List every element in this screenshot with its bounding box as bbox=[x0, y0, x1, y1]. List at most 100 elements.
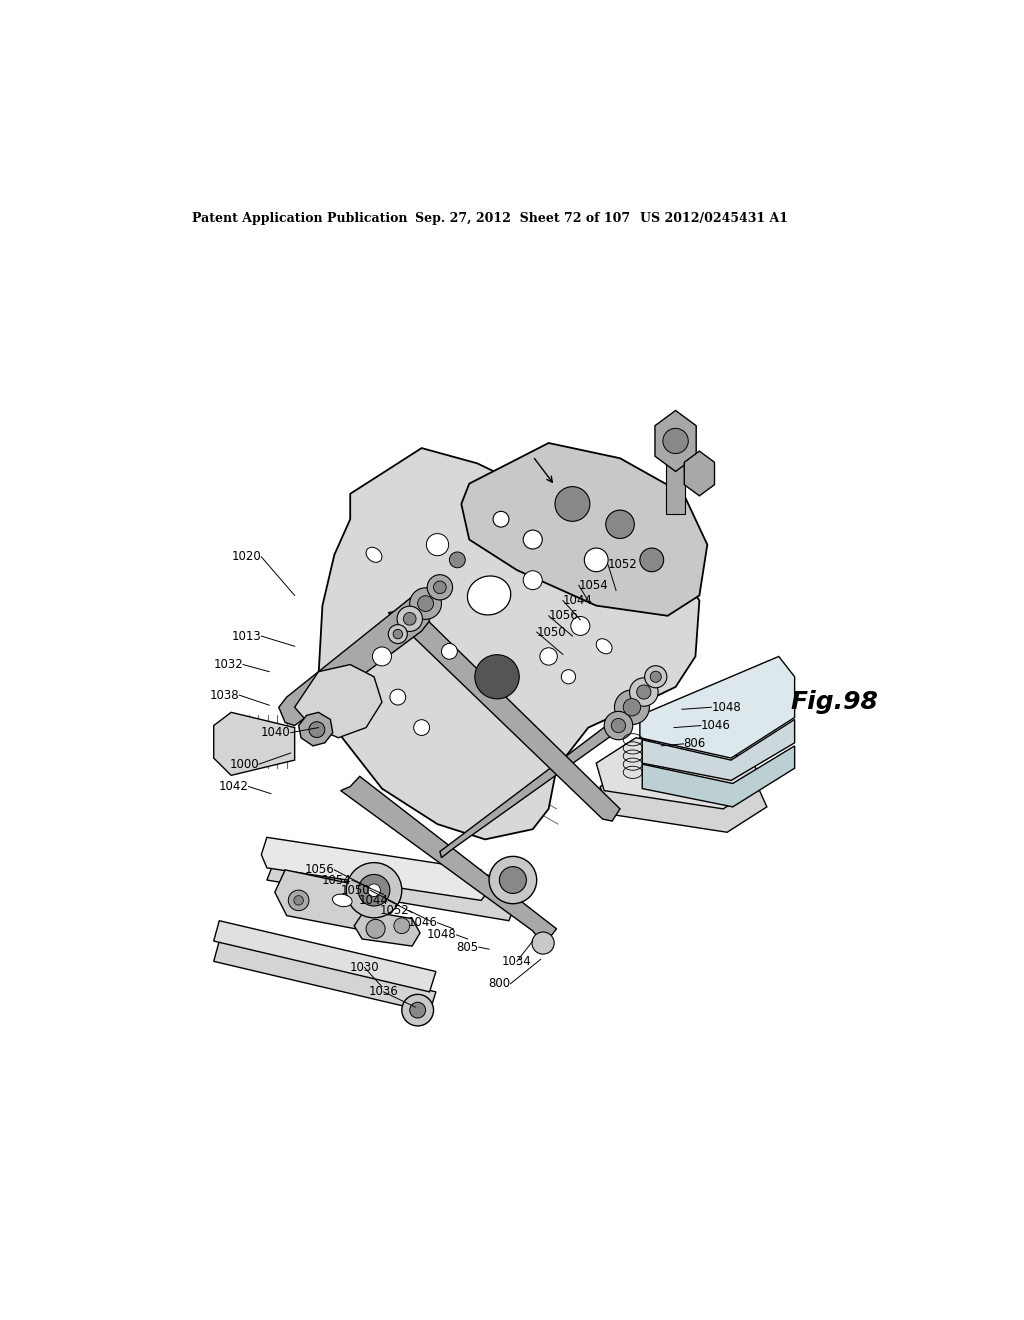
Polygon shape bbox=[318, 447, 699, 840]
Text: 806: 806 bbox=[684, 738, 706, 750]
Circle shape bbox=[410, 587, 441, 619]
Circle shape bbox=[309, 722, 325, 738]
Text: 800: 800 bbox=[488, 977, 511, 990]
Text: 1044: 1044 bbox=[563, 594, 593, 607]
Text: Patent Application Publication: Patent Application Publication bbox=[191, 213, 408, 224]
Ellipse shape bbox=[333, 894, 352, 907]
Circle shape bbox=[368, 884, 380, 896]
Text: 1052: 1052 bbox=[608, 558, 638, 572]
Polygon shape bbox=[267, 840, 517, 900]
Circle shape bbox=[418, 595, 433, 611]
Circle shape bbox=[561, 669, 575, 684]
Circle shape bbox=[373, 647, 391, 665]
Circle shape bbox=[611, 718, 626, 733]
Text: 1054: 1054 bbox=[322, 874, 352, 887]
Circle shape bbox=[640, 548, 664, 572]
Circle shape bbox=[555, 487, 590, 521]
Text: 1020: 1020 bbox=[231, 550, 261, 564]
Text: 1048: 1048 bbox=[712, 701, 741, 714]
Circle shape bbox=[427, 574, 453, 599]
Text: 1046: 1046 bbox=[408, 916, 437, 929]
Circle shape bbox=[388, 624, 408, 644]
Polygon shape bbox=[642, 746, 795, 807]
Polygon shape bbox=[640, 656, 795, 758]
Circle shape bbox=[401, 994, 433, 1026]
Circle shape bbox=[433, 581, 446, 594]
Polygon shape bbox=[214, 713, 295, 775]
Text: 1030: 1030 bbox=[349, 961, 379, 974]
Circle shape bbox=[624, 698, 641, 715]
Ellipse shape bbox=[366, 548, 382, 562]
Circle shape bbox=[489, 857, 537, 904]
Circle shape bbox=[585, 548, 608, 572]
Text: 1050: 1050 bbox=[340, 883, 370, 896]
Ellipse shape bbox=[467, 576, 511, 615]
Text: 1038: 1038 bbox=[210, 689, 240, 701]
Circle shape bbox=[414, 719, 430, 735]
Circle shape bbox=[604, 711, 633, 739]
Polygon shape bbox=[261, 837, 485, 900]
Polygon shape bbox=[440, 708, 640, 858]
Circle shape bbox=[630, 677, 658, 706]
Text: 1034: 1034 bbox=[502, 954, 531, 968]
Text: 805: 805 bbox=[457, 941, 479, 953]
Polygon shape bbox=[461, 444, 708, 615]
Polygon shape bbox=[642, 719, 795, 780]
Polygon shape bbox=[214, 921, 436, 991]
Circle shape bbox=[289, 890, 309, 911]
Circle shape bbox=[404, 606, 423, 626]
Text: 1052: 1052 bbox=[379, 904, 409, 917]
Circle shape bbox=[346, 862, 401, 917]
Text: 1050: 1050 bbox=[537, 626, 566, 639]
Text: 1046: 1046 bbox=[701, 719, 731, 733]
Circle shape bbox=[403, 612, 416, 626]
Circle shape bbox=[570, 616, 590, 635]
Text: 1013: 1013 bbox=[231, 630, 261, 643]
Circle shape bbox=[645, 665, 667, 688]
Circle shape bbox=[606, 510, 634, 539]
Circle shape bbox=[663, 429, 688, 454]
Text: 1044: 1044 bbox=[358, 894, 388, 907]
Circle shape bbox=[393, 630, 402, 639]
Circle shape bbox=[441, 643, 458, 659]
Circle shape bbox=[523, 570, 543, 590]
Circle shape bbox=[397, 606, 423, 631]
Text: 1048: 1048 bbox=[427, 928, 457, 941]
Circle shape bbox=[614, 690, 649, 725]
Text: 1056: 1056 bbox=[549, 610, 579, 622]
Circle shape bbox=[523, 531, 543, 549]
Text: 1032: 1032 bbox=[213, 659, 243, 671]
Ellipse shape bbox=[596, 639, 612, 653]
Text: Fig.98: Fig.98 bbox=[791, 690, 879, 714]
Circle shape bbox=[540, 648, 557, 665]
Polygon shape bbox=[214, 941, 436, 1012]
Polygon shape bbox=[354, 911, 420, 946]
Circle shape bbox=[294, 896, 303, 906]
Circle shape bbox=[531, 932, 554, 954]
Circle shape bbox=[500, 867, 526, 894]
Polygon shape bbox=[655, 411, 696, 471]
Text: 1040: 1040 bbox=[261, 726, 291, 739]
Text: 1042: 1042 bbox=[219, 780, 249, 793]
Circle shape bbox=[450, 552, 465, 568]
Polygon shape bbox=[274, 870, 374, 931]
Text: 1056: 1056 bbox=[304, 863, 334, 876]
Text: 1000: 1000 bbox=[229, 758, 259, 771]
Polygon shape bbox=[684, 451, 715, 496]
Circle shape bbox=[390, 689, 406, 705]
Circle shape bbox=[426, 533, 449, 556]
Circle shape bbox=[637, 685, 651, 700]
Circle shape bbox=[475, 655, 519, 698]
Polygon shape bbox=[295, 664, 382, 738]
Polygon shape bbox=[600, 762, 767, 833]
Polygon shape bbox=[299, 713, 333, 746]
Text: Sep. 27, 2012  Sheet 72 of 107: Sep. 27, 2012 Sheet 72 of 107 bbox=[415, 213, 630, 224]
Circle shape bbox=[410, 1002, 426, 1018]
Circle shape bbox=[394, 917, 410, 933]
Circle shape bbox=[358, 874, 390, 906]
Polygon shape bbox=[279, 595, 430, 726]
Circle shape bbox=[494, 511, 509, 527]
Text: 1036: 1036 bbox=[369, 985, 398, 998]
Text: 1054: 1054 bbox=[579, 578, 608, 591]
Circle shape bbox=[650, 672, 662, 682]
